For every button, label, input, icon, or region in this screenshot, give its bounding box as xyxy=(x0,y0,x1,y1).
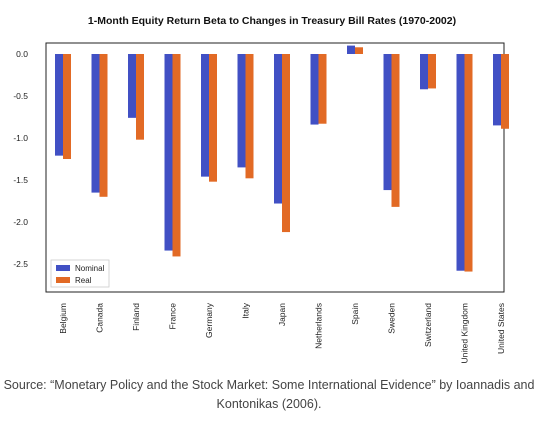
bar-real-canada xyxy=(99,54,108,197)
bar-real-sweden xyxy=(391,54,400,207)
y-tick-label: -2.5 xyxy=(13,259,28,269)
bar-nominal-japan xyxy=(274,54,282,204)
x-tick-label: Sweden xyxy=(387,303,397,334)
bar-nominal-netherlands xyxy=(310,54,319,125)
x-tick-label: Japan xyxy=(277,303,287,326)
bar-real-spain xyxy=(355,47,363,54)
legend-label-nominal: Nominal xyxy=(75,264,105,273)
bar-nominal-united-states xyxy=(493,54,501,126)
x-tick-label: Germany xyxy=(204,302,214,338)
bar-nominal-switzerland xyxy=(420,54,428,90)
x-tick-label: United Kingdom xyxy=(460,303,470,363)
y-tick-label: 0.0 xyxy=(16,49,28,59)
bar-nominal-germany xyxy=(201,54,209,177)
x-tick-label: United States xyxy=(496,303,506,354)
x-tick-label: Canada xyxy=(95,303,105,333)
bar-real-france xyxy=(172,54,181,257)
bar-nominal-canada xyxy=(91,54,100,193)
bar-series xyxy=(55,45,509,272)
bar-real-united-states xyxy=(501,54,509,129)
bar-nominal-united-kingdom xyxy=(456,54,465,271)
y-tick-label: -2.0 xyxy=(13,217,28,227)
bar-real-belgium xyxy=(63,54,71,159)
y-axis: 0.0 -0.5 -1.0 -1.5 -2.0 -2.5 xyxy=(13,49,28,269)
source-caption: Source: “Monetary Policy and the Stock M… xyxy=(0,376,538,414)
bar-nominal-finland xyxy=(128,54,136,118)
caption-line-2: Kontonikas (2006). xyxy=(216,397,322,411)
bar-real-japan xyxy=(282,54,290,233)
chart-title: 1-Month Equity Return Beta to Changes in… xyxy=(88,15,456,27)
bar-real-netherlands xyxy=(318,54,327,124)
bar-real-united-kingdom xyxy=(464,54,473,272)
y-tick-label: -0.5 xyxy=(13,91,28,101)
x-tick-label: Italy xyxy=(241,302,251,318)
bar-nominal-spain xyxy=(347,45,355,54)
bar-real-germany xyxy=(209,54,217,182)
legend-label-real: Real xyxy=(75,276,92,285)
bar-real-italy xyxy=(245,54,254,179)
x-tick-label: Finland xyxy=(131,303,141,331)
x-tick-label: Spain xyxy=(350,303,360,325)
x-tick-label: Belgium xyxy=(58,303,68,334)
x-tick-label: France xyxy=(168,303,178,330)
legend-swatch-nominal xyxy=(56,265,70,271)
bar-nominal-france xyxy=(164,54,173,251)
y-tick-label: -1.0 xyxy=(13,133,28,143)
legend-swatch-real xyxy=(56,277,70,283)
bar-real-finland xyxy=(136,54,144,140)
bar-nominal-sweden xyxy=(383,54,392,191)
x-tick-label: Switzerland xyxy=(423,303,433,347)
legend: Nominal Real xyxy=(50,259,110,288)
bar-real-switzerland xyxy=(428,54,436,89)
plot-frame xyxy=(45,42,505,293)
caption-line-1: Source: “Monetary Policy and the Stock M… xyxy=(3,378,535,392)
x-axis: Belgium Canada Finland France Germany Italy Ja… xyxy=(58,302,506,363)
x-tick-label: Netherlands xyxy=(314,303,324,349)
bar-nominal-belgium xyxy=(55,54,63,156)
beta-bar-chart: 1-Month Equity Return Beta to Changes in… xyxy=(13,15,509,363)
bar-nominal-italy xyxy=(237,54,246,168)
y-tick-label: -1.5 xyxy=(13,175,28,185)
